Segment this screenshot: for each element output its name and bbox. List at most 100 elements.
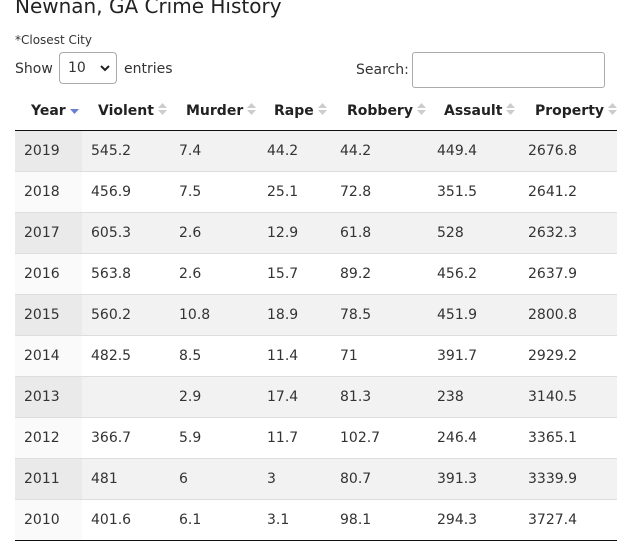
table-cell: 2632.3 (519, 213, 617, 254)
note: *Closest City (15, 33, 92, 47)
column-label: Year (31, 103, 66, 119)
table-cell: 2010 (15, 500, 82, 541)
table-cell: 3727.4 (519, 500, 617, 541)
table-cell: 98.1 (331, 500, 428, 541)
table-cell: 8.5 (170, 336, 258, 377)
table-cell: 449.4 (428, 131, 519, 172)
table-cell: 3365.1 (519, 418, 617, 459)
table-body: 2019545.27.444.244.2449.42676.82018456.9… (15, 131, 617, 541)
table-cell: 2017 (15, 213, 82, 254)
column-header[interactable]: Assault (428, 92, 519, 131)
table-row: 20132.917.481.32383140.5 (15, 377, 617, 418)
table-cell: 482.5 (82, 336, 170, 377)
sort-icon (70, 103, 79, 119)
column-header[interactable]: Property (519, 92, 617, 131)
table-cell: 2015 (15, 295, 82, 336)
table-cell: 2018 (15, 172, 82, 213)
table-cell: 10.8 (170, 295, 258, 336)
entries-label: entries (124, 61, 173, 77)
table-cell: 3.1 (258, 500, 331, 541)
table-cell: 89.2 (331, 254, 428, 295)
table-cell: 351.5 (428, 172, 519, 213)
table-cell: 78.5 (331, 295, 428, 336)
column-label: Murder (186, 103, 243, 119)
table-cell: 6.1 (170, 500, 258, 541)
table-cell: 44.2 (258, 131, 331, 172)
table-cell: 2019 (15, 131, 82, 172)
table-row: 2015560.210.818.978.5451.92800.8 (15, 295, 617, 336)
table-cell: 71 (331, 336, 428, 377)
sort-icon (417, 102, 426, 120)
column-header[interactable]: Robbery (331, 92, 428, 131)
table-cell: 238 (428, 377, 519, 418)
table-cell: 2014 (15, 336, 82, 377)
sort-icon (158, 102, 167, 120)
page-title: Newnan, GA Crime History (15, 0, 282, 18)
table-cell: 2929.2 (519, 336, 617, 377)
table-cell: 456.9 (82, 172, 170, 213)
table-cell: 5.9 (170, 418, 258, 459)
page-size-select[interactable]: 10 (59, 52, 117, 84)
show-label: Show (15, 61, 53, 77)
table-cell: 2.6 (170, 254, 258, 295)
table-cell: 2016 (15, 254, 82, 295)
column-header[interactable]: Murder (170, 92, 258, 131)
column-header[interactable]: Violent (82, 92, 170, 131)
table-cell: 7.5 (170, 172, 258, 213)
column-header[interactable]: Rape (258, 92, 331, 131)
table-cell: 545.2 (82, 131, 170, 172)
column-label: Violent (98, 103, 154, 119)
table-cell: 2011 (15, 459, 82, 500)
table-cell: 563.8 (82, 254, 170, 295)
table-cell: 560.2 (82, 295, 170, 336)
table-cell: 17.4 (258, 377, 331, 418)
search-input[interactable] (412, 52, 605, 88)
table-cell (82, 377, 170, 418)
table-cell: 25.1 (258, 172, 331, 213)
column-label: Robbery (347, 103, 413, 119)
header-row: Year Violent Murder Rape Robbery Assault Prope… (15, 92, 617, 131)
table-row: 2017605.32.612.961.85282632.3 (15, 213, 617, 254)
sort-icon (506, 102, 515, 120)
table-cell: 481 (82, 459, 170, 500)
table-cell: 391.3 (428, 459, 519, 500)
table-cell: 2013 (15, 377, 82, 418)
sort-icon (318, 102, 327, 120)
sort-icon (608, 102, 617, 120)
column-label: Assault (444, 103, 502, 119)
table-row: 2016563.82.615.789.2456.22637.9 (15, 254, 617, 295)
search-label: Search: (356, 62, 409, 78)
column-label: Property (535, 103, 604, 119)
table-cell: 2676.8 (519, 131, 617, 172)
table-cell: 11.4 (258, 336, 331, 377)
table-cell: 81.3 (331, 377, 428, 418)
table-cell: 2.6 (170, 213, 258, 254)
table-cell: 391.7 (428, 336, 519, 377)
table-cell: 456.2 (428, 254, 519, 295)
table-cell: 2012 (15, 418, 82, 459)
table-cell: 44.2 (331, 131, 428, 172)
crime-table: Year Violent Murder Rape Robbery Assault Prope… (15, 92, 617, 541)
table-cell: 11.7 (258, 418, 331, 459)
table-cell: 528 (428, 213, 519, 254)
table-row: 2010401.66.13.198.1294.33727.4 (15, 500, 617, 541)
table-cell: 605.3 (82, 213, 170, 254)
table-cell: 18.9 (258, 295, 331, 336)
sort-icon (247, 102, 256, 120)
table-cell: 294.3 (428, 500, 519, 541)
table-cell: 7.4 (170, 131, 258, 172)
table-cell: 2641.2 (519, 172, 617, 213)
table-cell: 6 (170, 459, 258, 500)
table-cell: 2800.8 (519, 295, 617, 336)
table-cell: 3140.5 (519, 377, 617, 418)
table-row: 2019545.27.444.244.2449.42676.8 (15, 131, 617, 172)
column-header[interactable]: Year (15, 92, 82, 131)
table-cell: 80.7 (331, 459, 428, 500)
table-row: 20114816380.7391.33339.9 (15, 459, 617, 500)
table-cell: 451.9 (428, 295, 519, 336)
table-cell: 61.8 (331, 213, 428, 254)
table-row: 2014482.58.511.471391.72929.2 (15, 336, 617, 377)
table-cell: 2637.9 (519, 254, 617, 295)
table-cell: 246.4 (428, 418, 519, 459)
